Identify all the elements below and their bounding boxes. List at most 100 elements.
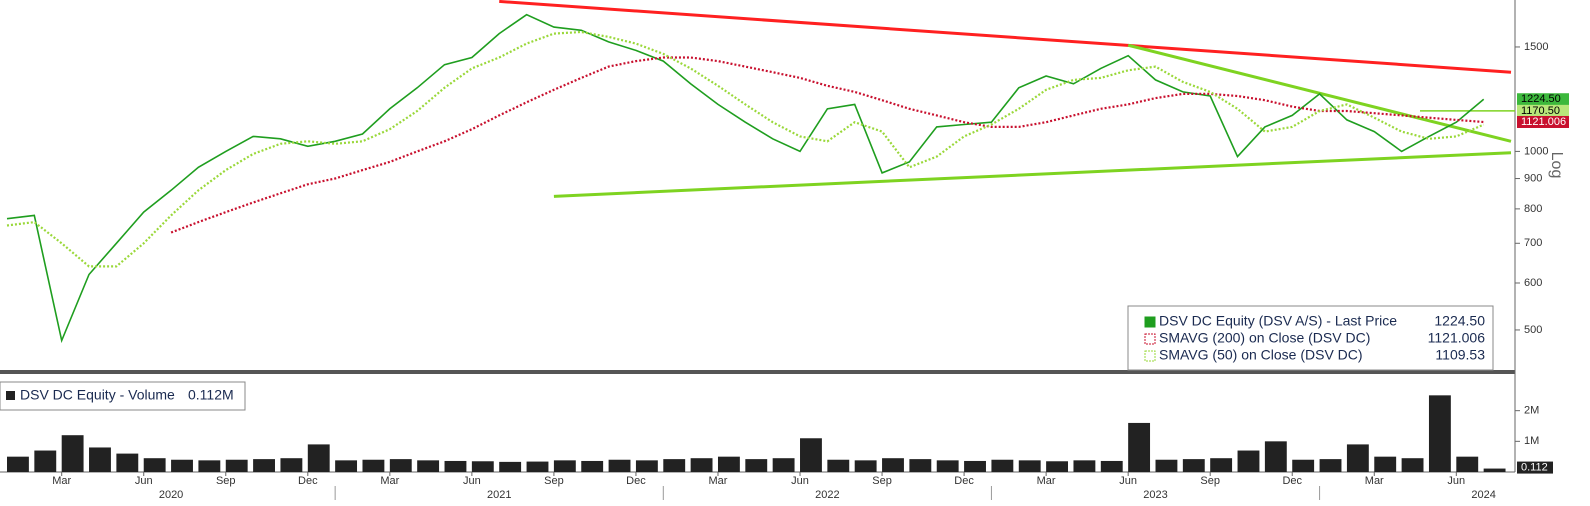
volume-legend-box [0,381,246,411]
legend-value: 1109.53 [1435,347,1485,363]
last-price-box [1517,93,1569,106]
y-tick-label: 1000 [1524,145,1548,157]
volume-bar [1374,456,1397,472]
volume-bar [280,458,303,472]
volume-bar [1346,444,1369,472]
y-tick-label: 1500 [1524,41,1548,53]
year-label: 2024 [1471,489,1495,501]
x-tick-label: Sep [1200,475,1220,487]
series-line [6,30,1485,268]
volume-bar [663,459,686,472]
volume-bar [717,456,740,472]
volume-legend-value: 0.112M [188,387,234,403]
volume-bar [307,444,330,472]
volume-bar [1428,395,1451,472]
volume-bar [1073,460,1096,472]
x-tick-label: Jun [1447,475,1465,487]
volume-bar [225,459,248,472]
y-tick-label: 800 [1524,203,1542,215]
volume-bar [1264,441,1287,472]
level-text: 1170.50 [1521,105,1560,117]
volume-bar [253,459,275,472]
series-line [6,13,1485,344]
legend-box [1127,305,1494,371]
x-tick-label: Mar [1037,475,1056,487]
volume-bar [1483,468,1506,472]
volume-bar [389,459,412,472]
volume-tick-label: 1M [1524,435,1539,447]
legend-swatch [1144,316,1156,328]
volume-bar [608,459,631,472]
volume-bar [1319,459,1342,472]
volume-bar [116,453,139,472]
volume-bar [1155,459,1178,472]
volume-bar [745,459,768,472]
volume-bar [1237,450,1260,472]
volume-tick-label: 2M [1524,405,1539,417]
trend-line [553,151,1512,198]
volume-bar [909,459,932,472]
volume-bar [198,460,221,472]
legend-name: SMAVG (200) on Close (DSV DC) [1159,330,1370,346]
level-box [1517,104,1569,117]
volume-bar [1456,456,1479,472]
volume-bar [553,460,576,472]
x-tick-label: Mar [709,475,728,487]
panel-divider [0,370,1515,374]
volume-bar [7,456,29,472]
volume-bar [690,458,713,472]
volume-bar [800,438,822,472]
year-label: 2022 [815,489,839,501]
volume-bar [1182,459,1205,472]
volume-legend-name: DSV DC Equity - Volume [20,387,175,403]
legend-swatch [1144,333,1156,345]
y-tick-label: 900 [1524,172,1542,184]
x-tick-label: Jun [463,475,481,487]
volume-bar [882,458,904,472]
sma200-text: 1121.006 [1521,116,1566,128]
volume-bar [1292,459,1315,472]
volume-bar [1046,461,1069,472]
x-tick-label: Dec [954,475,974,487]
x-tick-label: Sep [544,475,564,487]
x-tick-label: Dec [298,475,318,487]
x-tick-label: Jun [791,475,809,487]
legend-swatch [1144,350,1156,362]
y-tick-label: 700 [1524,237,1542,249]
volume-bar [991,459,1014,472]
volume-legend-swatch [6,391,15,400]
year-label: 2023 [1143,489,1167,501]
volume-bar [635,460,658,472]
volume-bar [89,447,111,472]
volume-bar [171,459,193,472]
x-tick-label: Dec [1282,475,1302,487]
x-tick-label: Sep [216,475,236,487]
volume-bar [444,460,467,472]
volume-bar [143,458,166,472]
y-tick-label: 600 [1524,277,1542,289]
volume-last-text: 0.112 [1521,461,1548,473]
volume-bar [1401,458,1424,472]
volume-bar [1210,458,1233,472]
trend-line [499,0,1512,74]
x-tick-label: Mar [52,475,71,487]
x-tick-label: Mar [380,475,399,487]
volume-bar [964,460,986,472]
volume-bar [772,458,795,472]
legend-name: SMAVG (50) on Close (DSV DC) [1159,347,1363,363]
volume-bar [417,460,440,472]
x-tick-label: Dec [626,475,646,487]
volume-bar [1018,460,1041,472]
volume-bar [471,461,494,472]
volume-bar [61,435,84,472]
legend-value: 1224.50 [1434,313,1485,329]
legend-name: DSV DC Equity (DSV A/S) - Last Price [1159,313,1397,329]
sma200-box [1517,115,1569,128]
volume-bar [1128,422,1151,472]
volume-bar [936,460,959,472]
volume-bar [827,459,850,472]
volume-bar [34,450,57,472]
volume-bar [1100,460,1123,472]
